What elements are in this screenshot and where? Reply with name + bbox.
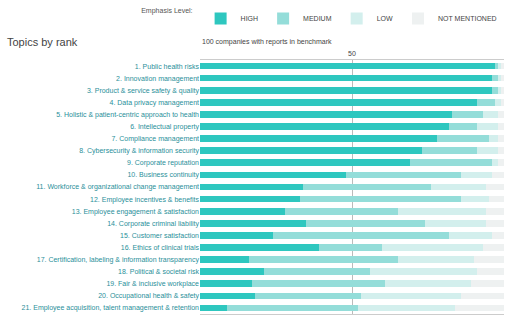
svg-text:18. Political & societal risk: 18. Political & societal risk <box>118 268 199 275</box>
svg-text:20. Occupational health & safe: 20. Occupational health & safety <box>98 292 199 300</box>
svg-text:3. Product & service safety &: 3. Product & service safety & quality <box>87 87 200 95</box>
svg-text:50: 50 <box>348 50 356 57</box>
svg-text:11. Workforce & organizational: 11. Workforce & organizational change ma… <box>36 183 199 191</box>
svg-text:17. Certification, labeling &: 17. Certification, labeling & informatio… <box>37 256 200 264</box>
svg-text:Topics by rank: Topics by rank <box>7 36 78 48</box>
svg-text:NOT MENTIONED: NOT MENTIONED <box>438 15 497 22</box>
svg-text:HIGH: HIGH <box>241 15 259 22</box>
svg-text:LOW: LOW <box>377 15 393 22</box>
svg-text:14. Corporate criminal liabili: 14. Corporate criminal liability <box>107 220 199 228</box>
svg-text:12. Employee incentives & bene: 12. Employee incentives & benefits <box>90 196 199 204</box>
svg-text:100 companies with reports in: 100 companies with reports in benchmark <box>202 38 332 46</box>
svg-text:7. Compliance management: 7. Compliance management <box>111 135 199 143</box>
svg-text:Emphasis Level:: Emphasis Level: <box>141 7 192 15</box>
svg-text:13. Employee engagement & sati: 13. Employee engagement & satisfaction <box>72 208 199 216</box>
svg-text:21. Employee acquisition, tale: 21. Employee acquisition, talent managem… <box>22 304 200 312</box>
svg-text:MEDIUM: MEDIUM <box>303 15 332 22</box>
svg-text:8. Cybersecurity & information: 8. Cybersecurity & information security <box>79 147 199 155</box>
svg-text:5. Holistic & patient-centric: 5. Holistic & patient-centric approach t… <box>56 111 199 119</box>
svg-text:15. Customer satisfaction: 15. Customer satisfaction <box>120 232 199 239</box>
svg-text:4. Data privacy management: 4. Data privacy management <box>110 99 200 107</box>
svg-text:1. Public health risks: 1. Public health risks <box>135 63 200 70</box>
svg-text:2. Innovation management: 2. Innovation management <box>116 75 199 83</box>
svg-text:6. Intellectual property: 6. Intellectual property <box>130 123 199 131</box>
svg-text:9. Corporate reputation: 9. Corporate reputation <box>127 159 199 167</box>
svg-text:10. Business continuity: 10. Business continuity <box>127 171 199 179</box>
svg-text:16. Ethics of clinical trials: 16. Ethics of clinical trials <box>121 244 200 251</box>
svg-text:19. Fair & inclusive workplace: 19. Fair & inclusive workplace <box>106 280 199 288</box>
